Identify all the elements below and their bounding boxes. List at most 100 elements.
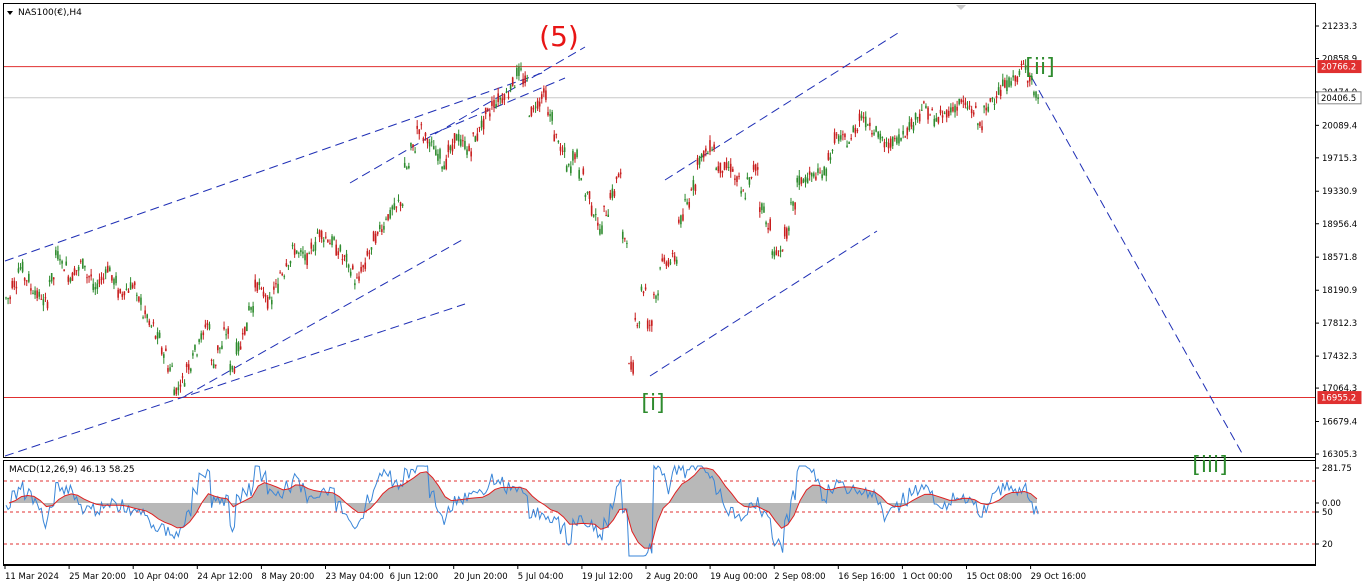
candle	[235, 338, 238, 356]
candle	[867, 123, 869, 126]
price-tick-label: 19330.9	[1322, 187, 1357, 197]
candle	[985, 102, 987, 116]
candle	[21, 259, 24, 274]
candle	[190, 367, 192, 374]
candle	[289, 260, 292, 267]
candle	[1012, 70, 1014, 81]
candle	[667, 257, 670, 268]
svg-text:20406.5: 20406.5	[1321, 94, 1356, 104]
candle	[50, 272, 53, 284]
candle	[470, 147, 472, 162]
candle	[806, 172, 809, 184]
trendline-4[interactable]	[184, 239, 463, 397]
candle	[38, 289, 41, 300]
candle	[366, 248, 369, 257]
candle	[630, 356, 632, 372]
candle	[651, 319, 653, 332]
candle	[898, 128, 900, 146]
wave-label-5: (5)	[539, 20, 579, 53]
candle	[252, 301, 254, 317]
candle	[374, 230, 377, 245]
price-tick-label: 18571.8	[1322, 253, 1357, 263]
candle	[287, 264, 290, 271]
candle	[576, 148, 578, 159]
candle	[391, 204, 394, 216]
candle	[44, 292, 47, 302]
candle	[82, 258, 84, 269]
candle	[781, 249, 784, 252]
candle	[989, 97, 992, 103]
candle	[439, 147, 441, 165]
candle	[233, 365, 236, 375]
candle	[1031, 73, 1033, 85]
trendline-2[interactable]	[349, 46, 586, 184]
candle	[192, 350, 194, 359]
candle	[256, 281, 259, 293]
candle	[636, 322, 639, 329]
candle	[341, 254, 344, 265]
candle	[584, 193, 587, 201]
candle	[351, 263, 354, 271]
candle	[644, 283, 647, 291]
candle	[551, 109, 553, 125]
candle	[628, 362, 630, 365]
candle	[796, 175, 799, 188]
candle	[493, 95, 495, 113]
candle	[246, 322, 248, 332]
candle	[740, 186, 742, 197]
svg-text:16955.2: 16955.2	[1321, 394, 1356, 404]
candle	[921, 103, 923, 111]
candle	[275, 279, 277, 288]
candle	[565, 164, 568, 173]
candle	[844, 132, 846, 141]
candle	[929, 113, 931, 116]
candle	[725, 157, 728, 171]
price-tick-label: 19715.3	[1322, 154, 1357, 164]
candle	[241, 328, 244, 340]
candle	[418, 129, 421, 140]
candle	[210, 358, 213, 366]
candle	[100, 272, 103, 285]
candle	[524, 71, 526, 87]
candle	[138, 296, 140, 303]
candle	[864, 111, 867, 131]
candle	[860, 111, 863, 121]
candle	[655, 294, 657, 303]
candle	[370, 247, 373, 255]
candle	[217, 345, 219, 354]
candle	[416, 120, 418, 135]
scroll-marker-icon[interactable]	[956, 5, 966, 10]
candle	[430, 136, 433, 147]
candle	[858, 109, 861, 127]
candle	[214, 364, 217, 369]
candle	[981, 120, 983, 133]
trendline-3[interactable]	[4, 303, 466, 457]
candle	[179, 379, 182, 393]
candle	[526, 74, 529, 82]
candle	[314, 236, 317, 256]
candle	[271, 296, 273, 310]
candle	[879, 130, 882, 144]
candle	[723, 161, 726, 171]
candle	[486, 107, 489, 112]
candle	[513, 85, 516, 89]
symbol-menu-arrow-icon[interactable]	[7, 11, 13, 15]
wave-label-ii: [ii]	[1025, 55, 1054, 80]
trendline-7[interactable]	[1031, 77, 1244, 456]
candle	[603, 205, 605, 213]
candle	[570, 161, 572, 176]
trendline-8[interactable]	[429, 77, 566, 136]
candle	[231, 365, 234, 373]
candle	[572, 148, 574, 166]
candle	[52, 277, 55, 286]
candle	[196, 353, 198, 358]
candle	[140, 294, 142, 311]
candle	[462, 134, 464, 147]
trendline-6[interactable]	[649, 230, 878, 377]
price-tick-label: 17812.3	[1322, 319, 1357, 329]
candle	[896, 135, 898, 146]
trendline-1[interactable]	[4, 71, 546, 262]
candle	[827, 150, 830, 161]
candle	[453, 133, 456, 149]
